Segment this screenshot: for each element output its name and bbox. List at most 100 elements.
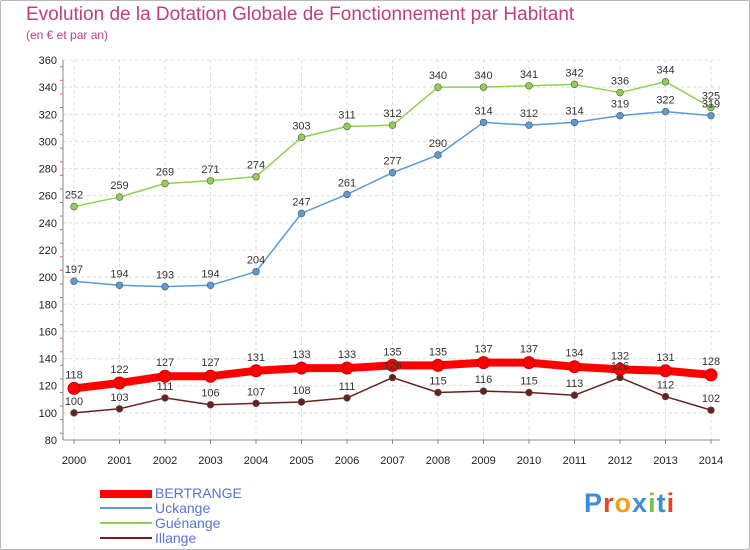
data-point-illange (388, 373, 397, 382)
data-point-guenange (434, 83, 442, 91)
data-point-guenange (707, 103, 715, 112)
logo-letter: i (666, 488, 676, 518)
data-label-bertrange: 137 (520, 344, 538, 356)
x-tick-label: 2007 (380, 455, 404, 467)
data-label-bertrange: 131 (247, 352, 265, 364)
data-label-illange: 126 (383, 361, 401, 373)
x-tick-label: 2011 (563, 455, 587, 467)
data-point-uckange (70, 277, 78, 285)
y-tick-label: 180 (39, 299, 57, 311)
data-label-guenange: 340 (429, 70, 447, 82)
data-label-guenange: 252 (65, 190, 83, 202)
data-point-illange (161, 394, 169, 402)
data-point-uckange (525, 121, 533, 129)
data-point-guenange (479, 83, 488, 91)
y-tick-label: 240 (39, 218, 57, 230)
data-label-uckange: 193 (156, 270, 174, 282)
data-label-guenange: 336 (611, 76, 629, 88)
x-tick-label: 2013 (653, 455, 677, 467)
y-tick-label: 160 (39, 326, 57, 338)
data-label-bertrange: 127 (156, 357, 174, 369)
data-label-guenange: 341 (520, 69, 538, 81)
data-point-illange (434, 388, 442, 397)
data-point-bertrange (295, 361, 308, 375)
legend-swatch-illange (100, 537, 152, 539)
x-tick-label: 2006 (335, 455, 359, 467)
data-label-guenange: 342 (565, 67, 583, 79)
data-labels: 252 259 269 271 274 303 311 312 340 340 341 342 336 3… (65, 65, 720, 408)
data-label-illange: 111 (157, 381, 174, 393)
data-point-guenange (70, 202, 78, 211)
y-tick-label: 280 (39, 164, 57, 176)
data-point-uckange (616, 111, 624, 120)
data-label-uckange: 319 (611, 99, 629, 111)
data-point-guenange (570, 80, 579, 89)
legend-label-uckange: Uckange (155, 500, 211, 516)
y-tick-label: 300 (39, 136, 57, 148)
data-label-guenange: 312 (383, 108, 401, 120)
data-label-bertrange: 127 (201, 357, 219, 369)
data-label-illange: 107 (247, 386, 265, 398)
data-point-bertrange (522, 356, 536, 370)
series-lines (67, 78, 718, 417)
data-point-illange (707, 406, 715, 414)
data-label-bertrange: 118 (65, 369, 83, 381)
data-label-illange: 116 (475, 374, 493, 386)
data-label-illange: 102 (702, 393, 720, 405)
data-label-illange: 108 (292, 385, 310, 397)
x-tick-label: 2008 (426, 455, 450, 467)
legend-label-bertrange: BERTRANGE (155, 485, 242, 501)
y-tick-label: 80 (45, 435, 57, 447)
legend-swatch-guenange (100, 522, 152, 524)
y-tick-label: 260 (39, 191, 57, 203)
data-label-uckange: 194 (201, 268, 219, 280)
data-point-guenange (343, 122, 351, 131)
data-point-uckange (661, 107, 670, 116)
data-label-bertrange: 137 (474, 344, 492, 356)
data-point-uckange (252, 268, 260, 276)
data-label-illange: 111 (339, 381, 356, 393)
y-tick-label: 200 (39, 272, 57, 284)
data-point-bertrange (249, 364, 263, 378)
legend-swatch-uckange (100, 507, 152, 509)
data-label-bertrange: 131 (656, 352, 674, 364)
data-label-illange: 100 (65, 396, 83, 408)
data-point-illange (206, 401, 215, 409)
data-label-bertrange: 135 (429, 346, 447, 358)
data-point-illange (297, 398, 306, 406)
data-point-bertrange (67, 381, 81, 395)
y-tick-label: 120 (39, 381, 57, 393)
data-point-bertrange (659, 364, 672, 378)
x-tick-label: 2014 (699, 455, 723, 467)
data-label-bertrange: 128 (702, 356, 720, 368)
data-point-uckange (479, 118, 488, 127)
data-point-illange (115, 405, 124, 413)
data-label-guenange: 344 (656, 65, 674, 77)
data-point-bertrange (613, 362, 627, 376)
x-tick-label: 2000 (62, 455, 86, 467)
data-label-uckange: 319 (702, 99, 720, 111)
data-label-guenange: 340 (474, 70, 492, 82)
data-point-illange (525, 388, 533, 397)
data-point-bertrange (158, 369, 172, 383)
axes: 80 100 120 140 160 180 200 220 240 260 280 300 320 34… (39, 55, 724, 467)
data-label-uckange: 322 (656, 95, 674, 107)
data-label-uckange: 247 (292, 196, 310, 208)
data-point-illange (661, 392, 670, 401)
data-point-illange (252, 399, 260, 408)
data-label-bertrange: 134 (565, 348, 583, 360)
data-label-uckange: 194 (110, 268, 128, 280)
chart-subtitle: (en € et par an) (26, 28, 109, 42)
data-point-bertrange (568, 360, 581, 374)
data-point-uckange (206, 281, 215, 289)
data-label-bertrange: 122 (110, 364, 128, 376)
data-label-uckange: 261 (338, 177, 356, 189)
legend-label-guenange: Guénange (155, 515, 221, 531)
data-point-uckange (707, 111, 715, 120)
data-point-bertrange (704, 368, 718, 382)
legend-label-illange: Illange (155, 530, 197, 546)
x-tick-label: 2010 (517, 455, 541, 467)
data-label-uckange: 314 (565, 105, 583, 117)
data-label-guenange: 311 (338, 110, 356, 122)
data-label-illange: 103 (110, 392, 128, 404)
